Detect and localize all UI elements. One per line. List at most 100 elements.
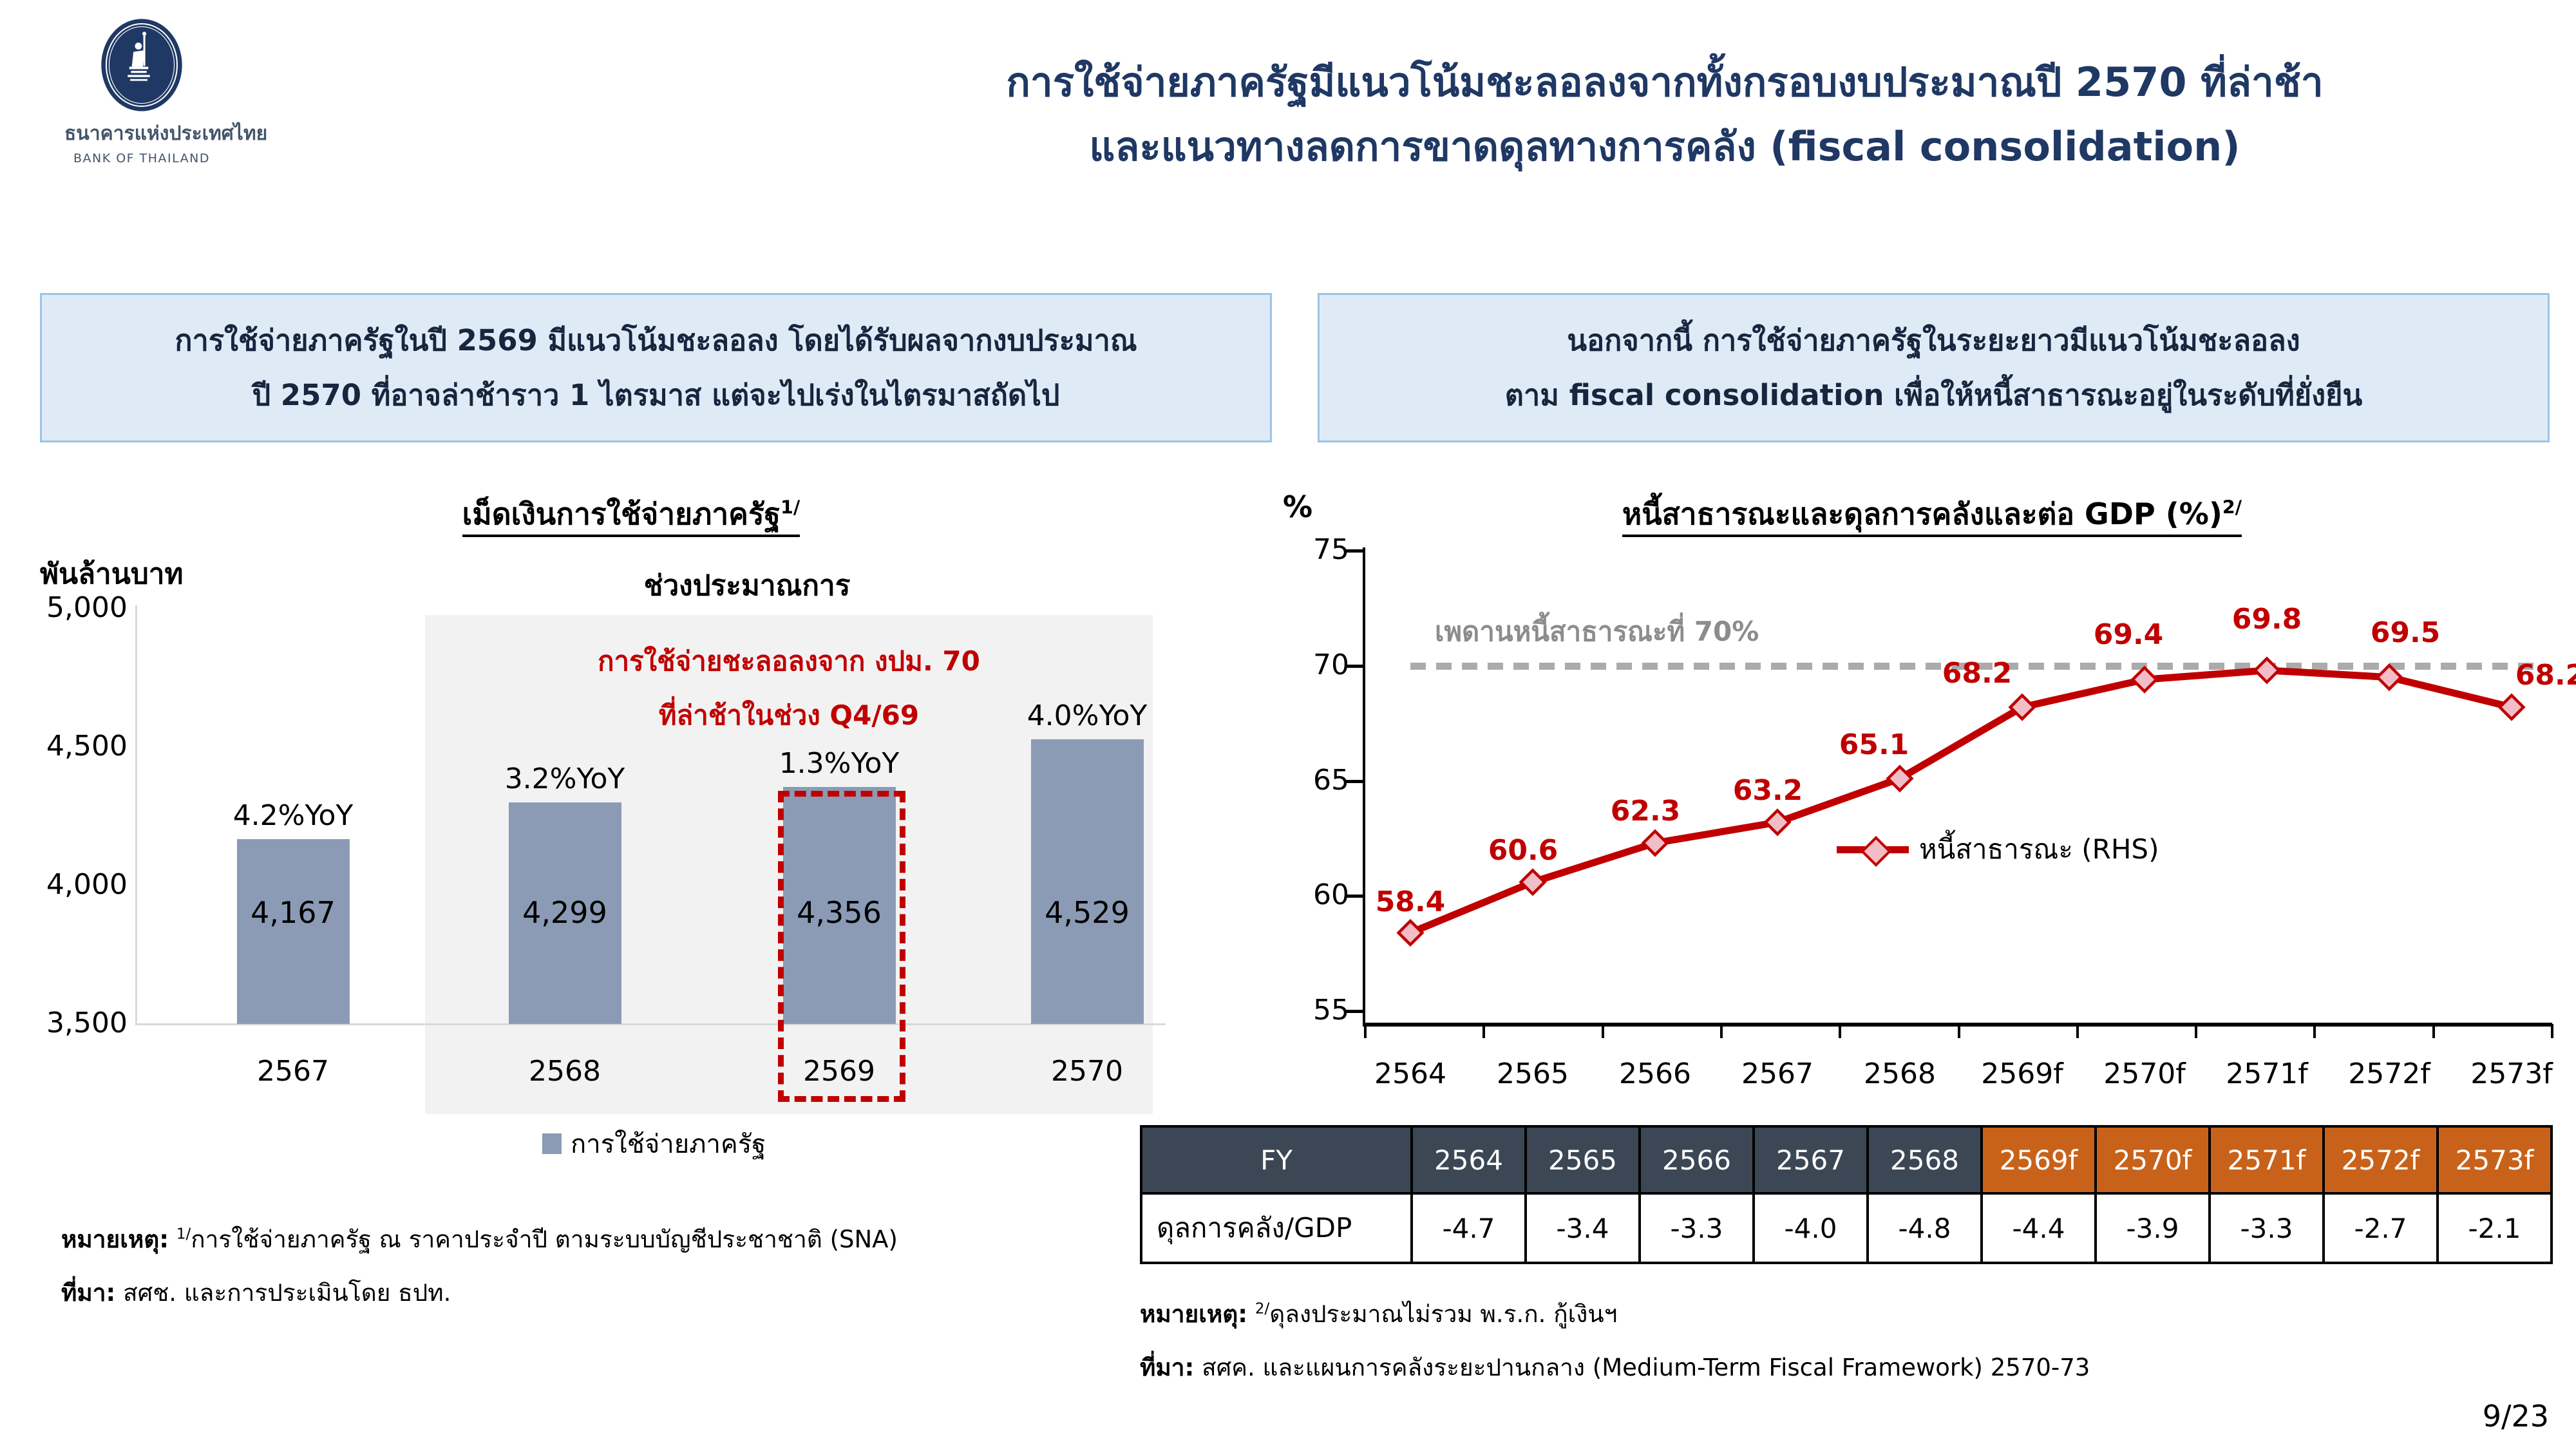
table-header-row: FY 2564 2565 2566 2567 2568 2569f 2570f 2571f 257… bbox=[1140, 1125, 2553, 1195]
debt-ceiling-line bbox=[1410, 663, 2544, 670]
table-header-2569f: 2569f bbox=[1980, 1125, 2097, 1195]
table-value-cell: -3.3 bbox=[2208, 1192, 2325, 1264]
callout-left-line2: ปี 2570 ที่อาจล่าช้าราว 1 ไตรมาส แต่จะไป… bbox=[252, 378, 1060, 412]
bar-yoy-label: 3.2%YoY bbox=[504, 762, 625, 796]
line-marker-icon bbox=[2008, 693, 2036, 721]
bar-yoy-label: 1.3%YoY bbox=[779, 746, 900, 780]
bar-category-label: 2568 bbox=[529, 1055, 601, 1088]
footnote-left: หมายเหตุ: 1/การใช้จ่ายภาครัฐ ณ ราคาประจำ… bbox=[61, 1221, 898, 1329]
debt-ceiling-label: เพดานหนี้สาธารณะที่ 70% bbox=[1435, 616, 1759, 647]
bar-y-tick-label: 4,500 bbox=[46, 730, 128, 762]
bar-2569 bbox=[782, 786, 896, 1024]
bar-category-label: 2570 bbox=[1051, 1055, 1123, 1088]
line-x-tickmark bbox=[2551, 1024, 2553, 1038]
table-header-FY: FY bbox=[1140, 1125, 1413, 1195]
legend-line-icon bbox=[1837, 835, 1909, 867]
highlight-box-2569 bbox=[778, 791, 905, 1102]
bot-emblem-icon bbox=[100, 19, 183, 115]
line-x-tick-label: 2565 bbox=[1497, 1057, 1569, 1090]
bar-chart-title-text: เม็ดเงินการใช้จ่ายภาครัฐ bbox=[462, 497, 781, 531]
table-header-2570f: 2570f bbox=[2094, 1125, 2211, 1195]
slide-title: การใช้จ่ายภาครัฐมีแนวโน้มชะลอลงจากทั้งกร… bbox=[773, 50, 2557, 180]
callout-left-line1: การใช้จ่ายภาครัฐในปี 2569 มีแนวโน้มชะลอล… bbox=[175, 323, 1137, 357]
annotation-line1: การใช้จ่ายชะลอลงจาก งปม. 70 bbox=[598, 645, 980, 677]
table-value-cell: -4.0 bbox=[1752, 1192, 1869, 1264]
table-header-2572f: 2572f bbox=[2322, 1125, 2439, 1195]
line-y-tick-label: 60 bbox=[1313, 878, 1349, 912]
table-header-2573f: 2573f bbox=[2436, 1125, 2553, 1195]
line-x-tick-label: 2570f bbox=[2103, 1057, 2186, 1090]
table-value-cell: -3.3 bbox=[1638, 1192, 1755, 1264]
line-x-tickmark bbox=[2076, 1024, 2079, 1038]
bar-2567 bbox=[236, 839, 350, 1024]
bar-legend-label: การใช้จ่ายภาครัฐ bbox=[571, 1130, 766, 1159]
bar-value-label: 4,299 bbox=[522, 895, 607, 930]
legend-swatch-icon bbox=[542, 1133, 562, 1154]
bar-y-tick-label: 5,000 bbox=[46, 591, 128, 624]
page-number: 9/23 bbox=[2482, 1399, 2549, 1434]
bar-yoy-label: 4.0%YoY bbox=[1027, 699, 1148, 732]
fiscal-balance-table: FY 2564 2565 2566 2567 2568 2569f 2570f 2571f 257… bbox=[1140, 1125, 2553, 1264]
table-header-2566: 2566 bbox=[1638, 1125, 1755, 1195]
line-x-tick-label: 2564 bbox=[1374, 1057, 1446, 1090]
line-x-tickmark bbox=[1720, 1024, 1723, 1038]
footnote-left-note-text: การใช้จ่ายภาครัฐ ณ ราคาประจำปี ตามระบบบั… bbox=[191, 1226, 898, 1253]
slide-title-line2: และแนวทางลดการขาดดุลทางการคลัง (fiscal c… bbox=[1089, 123, 2240, 171]
annotation-line2: ที่ล่าช้าในช่วง Q4/69 bbox=[658, 699, 920, 731]
line-x-tickmark bbox=[2195, 1024, 2197, 1038]
debt-line bbox=[1406, 667, 2515, 936]
line-x-tickmark bbox=[2313, 1024, 2316, 1038]
callout-right: นอกจากนี้ การใช้จ่ายภาครัฐในระยะยาวมีแนว… bbox=[1318, 293, 2550, 442]
line-y-tickmark bbox=[1346, 895, 1364, 898]
line-point-label: 69.4 bbox=[2093, 618, 2164, 652]
bar-yoy-label: 4.2%YoY bbox=[232, 799, 354, 833]
bar-value-label: 4,356 bbox=[797, 895, 882, 930]
line-x-tick-label: 2569f bbox=[1981, 1057, 2063, 1090]
table-header-2565: 2565 bbox=[1524, 1125, 1641, 1195]
bar-category-label: 2567 bbox=[257, 1055, 329, 1088]
logo-english-name: BANK OF THAILAND bbox=[73, 151, 211, 166]
line-x-tickmark bbox=[1958, 1024, 1960, 1038]
line-point-label: 58.4 bbox=[1375, 886, 1446, 919]
line-chart-title-footnote-marker: 2/ bbox=[2222, 497, 2242, 518]
callout-left: การใช้จ่ายภาครัฐในปี 2569 มีแนวโน้มชะลอล… bbox=[40, 293, 1272, 442]
slide-title-line1: การใช้จ่ายภาครัฐมีแนวโน้มชะลอลงจากทั้งกร… bbox=[1006, 59, 2324, 106]
table-value-cell: -4.7 bbox=[1410, 1192, 1527, 1264]
line-x-tick-label: 2571f bbox=[2226, 1057, 2308, 1090]
forecast-period-label: ช่วงประมาณการ bbox=[643, 569, 851, 602]
table-header-2571f: 2571f bbox=[2208, 1125, 2325, 1195]
table-value-cell: -3.9 bbox=[2094, 1192, 2211, 1264]
line-y-tick-label: 75 bbox=[1313, 533, 1349, 566]
footnote-right-source-text: สศค. และแผนการคลังระยะปานกลาง (Medium-Te… bbox=[1202, 1354, 2090, 1382]
line-x-tick-label: 2566 bbox=[1619, 1057, 1691, 1090]
bar-chart-x-axis bbox=[135, 1023, 1166, 1025]
line-y-tick-label: 70 bbox=[1313, 648, 1349, 681]
footnote-right-note-prefix: หมายเหตุ: bbox=[1140, 1300, 1248, 1328]
bar-2570 bbox=[1030, 739, 1144, 1024]
bar-value-label: 4,167 bbox=[251, 895, 336, 930]
table-header-2567: 2567 bbox=[1752, 1125, 1869, 1195]
line-y-tickmark bbox=[1346, 549, 1364, 553]
line-point-label: 60.6 bbox=[1488, 833, 1558, 867]
callout-right-line2: ตาม fiscal consolidation เพื่อให้หนี้สาธ… bbox=[1504, 378, 2363, 412]
table-value-cell: -3.4 bbox=[1524, 1192, 1641, 1264]
bar-chart-y-axis-unit: พันล้านบาท bbox=[40, 558, 184, 591]
bar-chart-title: เม็ดเงินการใช้จ่ายภาครัฐ1/ bbox=[245, 491, 1018, 538]
bank-of-thailand-logo: ธนาคารแห่งประเทศไทย BANK OF THAILAND bbox=[64, 18, 268, 166]
line-x-tick-label: 2567 bbox=[1741, 1057, 1814, 1090]
table-value-cell: -2.7 bbox=[2322, 1192, 2439, 1264]
line-x-tick-label: 2573f bbox=[2470, 1057, 2553, 1090]
line-y-tickmark bbox=[1346, 664, 1364, 668]
line-marker-icon bbox=[1519, 868, 1547, 896]
line-point-label: 68.2 bbox=[2515, 659, 2576, 692]
bar-chart-y-axis bbox=[135, 605, 137, 1025]
line-chart-y-axis bbox=[1363, 547, 1365, 1025]
bar-y-tick-label: 3,500 bbox=[46, 1007, 128, 1039]
bar-value-label: 4,529 bbox=[1045, 895, 1130, 930]
logo-thai-name: ธนาคารแห่งประเทศไทย bbox=[64, 122, 268, 145]
line-chart-title-text: หนี้สาธารณะและดุลการคลังและต่อ GDP (%) bbox=[1622, 497, 2222, 531]
table-row-label: ดุลการคลัง/GDP bbox=[1140, 1192, 1413, 1264]
table-header-2568: 2568 bbox=[1866, 1125, 1983, 1195]
table-value-cell: -4.8 bbox=[1866, 1192, 1983, 1264]
